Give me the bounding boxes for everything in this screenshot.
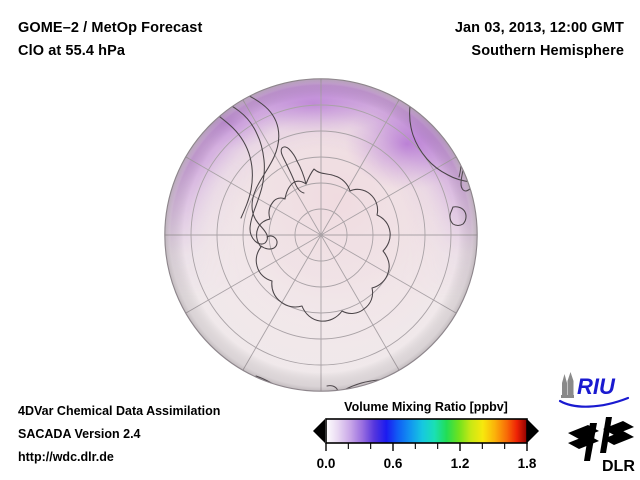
disc-outline [164,78,478,392]
colorbar-gradient-bar [326,419,527,443]
disc-limb-shading [165,79,477,391]
colorbar-ticks [325,443,528,451]
colorbar-tick-label: 0.0 [317,456,336,471]
colorbar-tick-label: 1.8 [518,456,537,471]
method-label: 4DVar Chemical Data Assimilation [18,404,221,418]
dlr-wordmark: DLR [602,458,635,475]
riu-logo: RIU [556,371,636,411]
colorbar-tick-label: 1.2 [451,456,470,471]
footer-credits: 4DVar Chemical Data Assimilation SACADA … [18,400,220,469]
colorbar-over-arrow [527,419,539,443]
version-label: SACADA Version 2.4 [18,427,141,441]
header-right: Jan 03, 2013, 12:00 GMT Southern Hemisph… [455,17,624,63]
species-level-title: ClO at 55.4 hPa [18,43,126,59]
orthographic-projection-svg [164,78,478,392]
coastline-new-zealand-south [249,379,268,391]
header-left: GOME–2 / MetOp Forecast ClO at 55.4 hPa [18,17,202,63]
riu-logo-svg: RIU [558,372,630,408]
hemisphere-label: Southern Hemisphere [471,43,624,59]
dlr-logo-svg: DLR [568,417,635,475]
cathedral-spires-icon [561,372,574,398]
colorbar-tick-label: 0.6 [384,456,403,471]
instrument-title: GOME–2 / MetOp Forecast [18,20,203,36]
website-url[interactable]: http://wdc.dlr.de [18,450,114,464]
colorbar-title: Volume Mixing Ratio [ppbv] [344,400,508,414]
riu-wordmark: RIU [577,374,616,399]
colorbar-frame [325,418,528,444]
riu-swoosh-icon [558,396,630,408]
colorbar-svg: 0.0 0.6 1.2 1.8 [313,418,539,471]
globe-map [164,78,478,392]
colorbar-under-arrow [313,419,325,443]
dlr-logo: DLR [566,413,636,475]
colorbar-tick-labels: 0.0 0.6 1.2 1.8 [317,456,537,471]
dlr-mark-icon [568,417,634,461]
colorbar: Volume Mixing Ratio [ppbv] 0.0 0.6 1.2 1.8 [310,400,542,474]
timestamp-label: Jan 03, 2013, 12:00 GMT [454,20,624,36]
